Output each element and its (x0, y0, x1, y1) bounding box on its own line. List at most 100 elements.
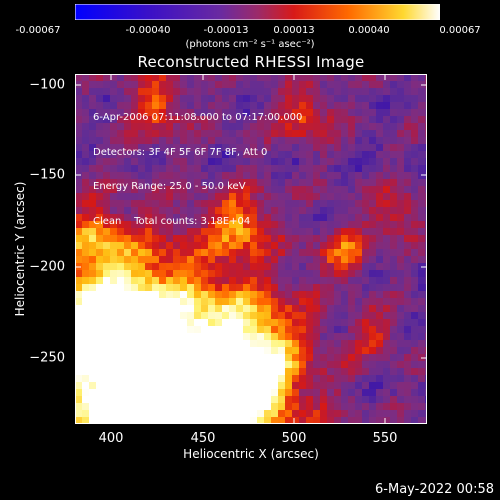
heatmap-cell (201, 256, 209, 264)
heatmap-cell (404, 193, 412, 201)
heatmap-cell (376, 263, 384, 271)
heatmap-cell (82, 256, 90, 264)
heatmap-cell (173, 228, 181, 236)
heatmap-cell (411, 88, 419, 96)
heatmap-cell (271, 123, 279, 131)
heatmap-cell (117, 368, 125, 376)
heatmap-cell (362, 235, 370, 243)
heatmap-cell (285, 291, 293, 299)
heatmap-cell (124, 389, 132, 397)
heatmap-cell (397, 312, 405, 320)
heatmap-cell (334, 326, 342, 334)
heatmap-cell (327, 228, 335, 236)
heatmap-cell (117, 130, 125, 138)
heatmap-cell (362, 256, 370, 264)
heatmap-cell (89, 291, 97, 299)
heatmap-cell (180, 228, 188, 236)
heatmap-cell (397, 179, 405, 187)
heatmap-cell (348, 347, 356, 355)
heatmap-cell (397, 81, 405, 89)
heatmap-cell (355, 214, 363, 222)
heatmap-cell (222, 88, 230, 96)
heatmap-cell (110, 305, 118, 313)
heatmap-cell (362, 319, 370, 327)
heatmap-cell (236, 200, 244, 208)
heatmap-cell (96, 207, 104, 215)
heatmap-cell (397, 291, 405, 299)
heatmap-cell (397, 298, 405, 306)
heatmap-cell (320, 340, 328, 348)
heatmap-cell (166, 102, 174, 110)
colorbar (75, 4, 440, 20)
heatmap-cell (292, 179, 300, 187)
heatmap-cell (306, 130, 314, 138)
heatmap-cell (201, 375, 209, 383)
heatmap-cell (278, 354, 286, 362)
heatmap-cell (271, 242, 279, 250)
heatmap-cell (383, 151, 391, 159)
heatmap-cell (236, 242, 244, 250)
heatmap-cell (236, 130, 244, 138)
heatmap-cell (145, 165, 153, 173)
heatmap-cell (222, 396, 230, 404)
heatmap-cell (152, 354, 160, 362)
heatmap-cell (257, 123, 265, 131)
heatmap-cell (89, 277, 97, 285)
heatmap-cell (180, 403, 188, 411)
heatmap-cell (159, 256, 167, 264)
heatmap-cell (376, 235, 384, 243)
heatmap-cell (110, 249, 118, 257)
heatmap-cell (271, 270, 279, 278)
heatmap-cell (103, 298, 111, 306)
heatmap-cell (173, 102, 181, 110)
heatmap-cell (369, 417, 377, 424)
heatmap-cell (208, 74, 216, 82)
heatmap-cell (152, 389, 160, 397)
heatmap-cell (180, 326, 188, 334)
heatmap-cell (243, 312, 251, 320)
heatmap-cell (243, 221, 251, 229)
heatmap-cell (82, 277, 90, 285)
heatmap-cell (89, 221, 97, 229)
heatmap-cell (271, 333, 279, 341)
heatmap-cell (250, 214, 258, 222)
heatmap-cell (75, 340, 83, 348)
heatmap-cell (75, 116, 83, 124)
heatmap-cell (411, 396, 419, 404)
heatmap-cell (222, 298, 230, 306)
heatmap-cell (159, 102, 167, 110)
heatmap-cell (89, 256, 97, 264)
heatmap-cell (180, 179, 188, 187)
heatmap-cell (236, 354, 244, 362)
heatmap-cell (194, 382, 202, 390)
heatmap-cell (124, 291, 132, 299)
heatmap-cell (313, 277, 321, 285)
heatmap-cell (383, 333, 391, 341)
heatmap-cell (397, 102, 405, 110)
heatmap-cell (215, 305, 223, 313)
heatmap-cell (320, 109, 328, 117)
heatmap-cell (299, 144, 307, 152)
heatmap-cell (138, 235, 146, 243)
heatmap-cell (397, 277, 405, 285)
heatmap-cell (299, 410, 307, 418)
heatmap-cell (159, 235, 167, 243)
heatmap-cell (215, 193, 223, 201)
heatmap-cell (397, 305, 405, 313)
heatmap-cell (390, 179, 398, 187)
heatmap-cell (250, 333, 258, 341)
heatmap-cell (110, 284, 118, 292)
heatmap-cell (390, 235, 398, 243)
heatmap-cell (292, 165, 300, 173)
heatmap-cell (250, 172, 258, 180)
heatmap-cell (89, 228, 97, 236)
heatmap-cell (103, 95, 111, 103)
heatmap-cell (404, 312, 412, 320)
heatmap-cell (187, 137, 195, 145)
heatmap-cell (124, 102, 132, 110)
heatmap-cell (215, 109, 223, 117)
heatmap-cell (236, 214, 244, 222)
heatmap-cell (383, 214, 391, 222)
heatmap-cell (187, 95, 195, 103)
heatmap-cell (89, 389, 97, 397)
